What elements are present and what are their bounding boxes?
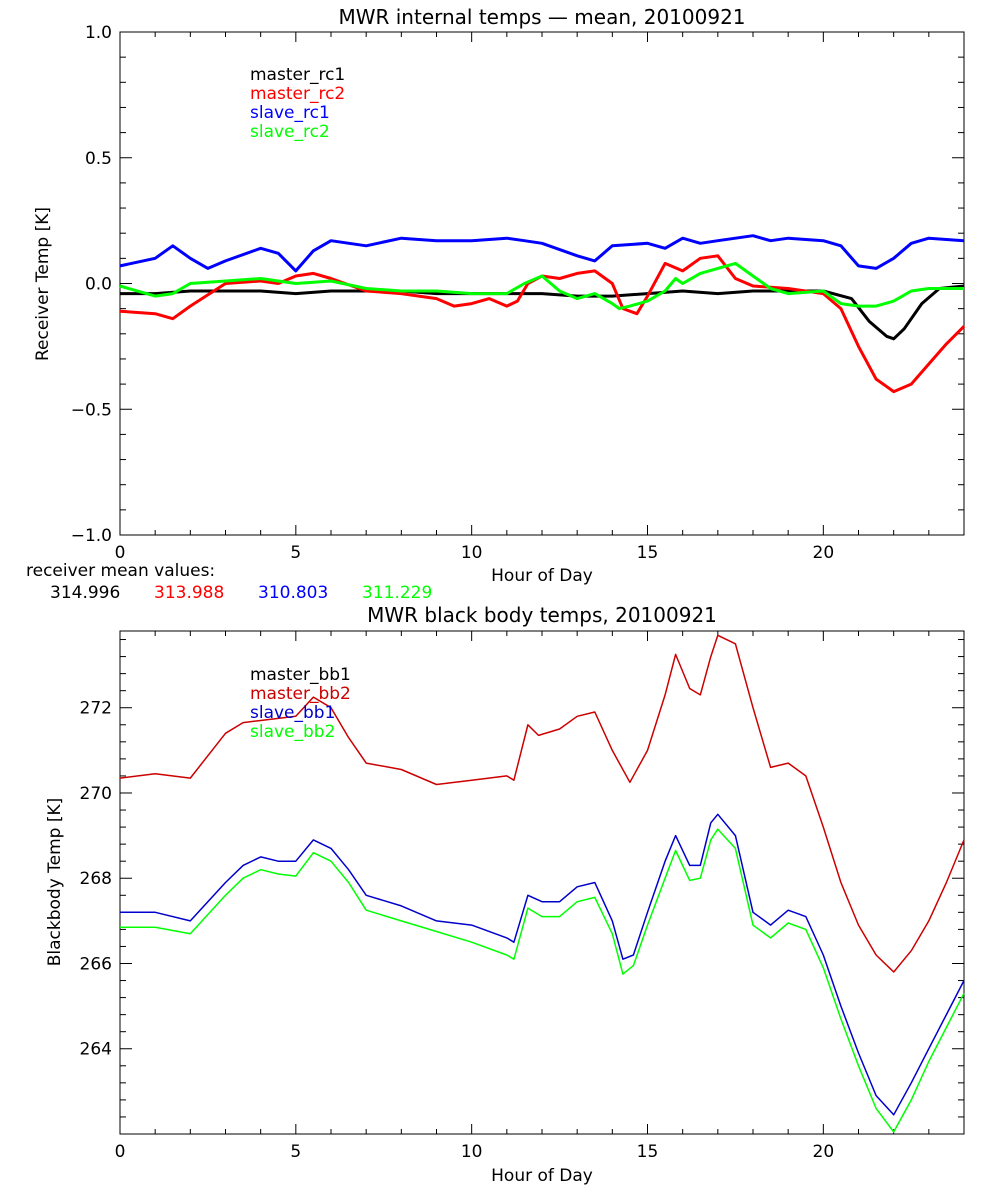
- legend-entry-master_rc2: master_rc2: [250, 84, 345, 104]
- plot-frame: [119, 630, 965, 1135]
- series-lines: [119, 634, 965, 1133]
- axis-ticks: 0 5 10 15 20 −1.0 −0.5 0.0 0.5 1.0: [71, 23, 965, 563]
- y-axis-label: Blackbody Temp [K]: [45, 798, 65, 967]
- y-tick-label: 0.5: [85, 149, 112, 169]
- x-tick-label: 5: [290, 543, 301, 563]
- series-line-master_rc1: [120, 284, 965, 341]
- y-tick-label: 268: [80, 869, 112, 889]
- series-line-slave_bb2: [120, 828, 965, 1133]
- series-line-slave_bb1: [120, 813, 965, 1116]
- y-tick-label: 272: [80, 699, 112, 719]
- x-axis-label: Hour of Day: [491, 566, 593, 586]
- blackbody-temps-panel: MWR black body temps, 20100921 0 5 10 15 20 2…: [45, 603, 965, 1186]
- series-line-slave_rc1: [119, 234, 965, 273]
- x-tick-label: 15: [637, 543, 659, 563]
- y-tick-label: 1.0: [85, 23, 112, 43]
- legend-entry-slave_bb2: slave_bb2: [250, 722, 335, 742]
- x-tick-label: 5: [290, 1142, 301, 1162]
- y-tick-label: 266: [80, 954, 112, 974]
- y-axis-label: Receiver Temp [K]: [33, 207, 53, 361]
- legend-entry-master_bb1: master_bb1: [250, 665, 351, 685]
- series-lines: [119, 234, 966, 394]
- legend-entry-slave_bb1: slave_bb1: [250, 703, 335, 723]
- axis-ticks: 0 5 10 15 20 264 266 268 270 272: [80, 631, 965, 1162]
- y-tick-label: −0.5: [71, 400, 112, 420]
- y-tick-label: −1.0: [71, 526, 112, 546]
- series-line-master_bb2: [119, 634, 965, 973]
- y-tick-label: 0.0: [85, 275, 112, 295]
- x-axis-label: Hour of Day: [491, 1166, 593, 1186]
- receiver-mean-label: receiver mean values:: [26, 561, 215, 581]
- receiver-mean-value: 311.229: [362, 583, 432, 603]
- chart-title: MWR black body temps, 20100921: [367, 603, 717, 627]
- series-line-slave_rc2: [119, 261, 964, 311]
- legend-entry-master_bb2: master_bb2: [250, 684, 351, 704]
- y-tick-label: 270: [80, 784, 112, 804]
- series-line-master_rc2: [119, 254, 966, 394]
- x-tick-label: 20: [813, 543, 835, 563]
- receiver-mean-values: 314.996 313.988 310.803 311.229: [50, 583, 432, 603]
- receiver-mean-value: 313.988: [154, 583, 224, 603]
- x-tick-label: 20: [813, 1142, 835, 1162]
- receiver-temps-panel: MWR internal temps — mean, 20100921 0 5 10…: [26, 5, 966, 603]
- x-tick-label: 15: [637, 1142, 659, 1162]
- y-tick-label: 264: [80, 1040, 112, 1060]
- legend-entry-slave_rc2: slave_rc2: [250, 122, 330, 142]
- receiver-mean-value: 314.996: [50, 583, 120, 603]
- x-tick-label: 10: [461, 543, 483, 563]
- x-tick-label: 10: [461, 1142, 483, 1162]
- chart-title: MWR internal temps — mean, 20100921: [338, 5, 745, 29]
- legend-entry-master_rc1: master_rc1: [250, 65, 345, 85]
- x-tick-label: 0: [115, 1142, 126, 1162]
- legend-entry-slave_rc1: slave_rc1: [250, 103, 330, 123]
- x-tick-label: 0: [115, 543, 126, 563]
- receiver-mean-value: 310.803: [258, 583, 328, 603]
